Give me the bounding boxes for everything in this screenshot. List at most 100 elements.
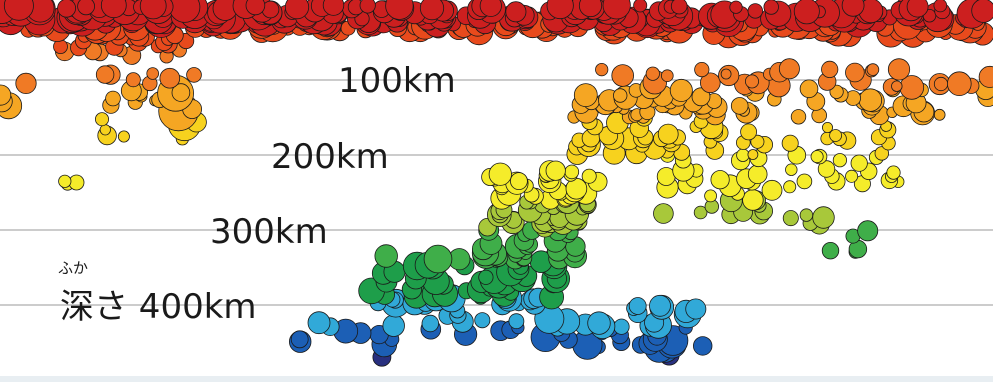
- hypocenter-point: [693, 336, 713, 356]
- hypocenter-point: [57, 0, 76, 18]
- hypocenter-point: [95, 65, 115, 84]
- hypocenter-point: [125, 72, 141, 88]
- depth-label-200km: 200km: [271, 137, 389, 177]
- hypocenter-point: [747, 164, 768, 185]
- hypocenter-point: [810, 150, 824, 164]
- hypocenter-point: [782, 210, 799, 227]
- depth-ruby-text: ふか: [58, 259, 88, 277]
- hypocenter-point: [710, 170, 730, 190]
- hypocenter-point: [186, 67, 202, 83]
- hypocenter-point: [564, 164, 580, 180]
- hypocenter-point: [290, 330, 309, 349]
- hypocenter-point: [77, 0, 95, 16]
- hypocenter-point: [117, 130, 130, 143]
- hypocenter-point: [933, 0, 948, 13]
- hypocenter-point: [978, 65, 993, 88]
- hypocenter-point: [691, 87, 711, 107]
- bottom-frame: [0, 376, 993, 382]
- hypocenter-point: [841, 0, 865, 17]
- hypocenter-point: [866, 63, 880, 76]
- hypocenter-point: [785, 163, 798, 176]
- hypocenter-point: [613, 318, 630, 335]
- depth-label-400km: 深さ 400km: [60, 287, 257, 327]
- hypocenter-point: [761, 179, 783, 201]
- hypocenter-point: [822, 122, 834, 134]
- hypocenter-point: [546, 0, 574, 20]
- hypocenter-point: [100, 0, 127, 19]
- hypocenter-point: [374, 244, 398, 268]
- hypocenter-point: [742, 189, 764, 211]
- hypocenter-point: [595, 62, 609, 77]
- hypocenter-point: [874, 146, 890, 161]
- hypocenter-point: [747, 3, 764, 19]
- hypocenter-point: [307, 311, 331, 335]
- hypocenter-point: [423, 244, 453, 274]
- hypocenter-point: [685, 298, 707, 320]
- hypocenter-point: [419, 0, 445, 21]
- hypocenter-point: [817, 160, 836, 178]
- hypocenter-point: [821, 241, 840, 260]
- hypocenter-point: [146, 67, 160, 80]
- hypocenter-point: [478, 269, 494, 285]
- hypocenter-point: [887, 58, 911, 81]
- hypocenter-point: [778, 58, 800, 80]
- hypocenter-point: [730, 97, 749, 115]
- hypocenter-point: [933, 108, 946, 121]
- hypocenter-point: [729, 0, 743, 14]
- hypocenter-point: [479, 0, 502, 17]
- hypocenter-point: [845, 62, 865, 83]
- hypocenter-point: [613, 88, 628, 103]
- hypocenter-point: [508, 313, 525, 330]
- hypocenter-point: [799, 79, 819, 99]
- hypocenter-point: [933, 76, 949, 92]
- hypocenter-point: [906, 0, 929, 18]
- hypocenter-point: [850, 154, 868, 172]
- hypocenter-point: [653, 203, 674, 224]
- hypocenter-point: [812, 206, 835, 229]
- hypocenter-point: [750, 134, 765, 149]
- hypocenter-point: [845, 169, 859, 183]
- hypocenter-point: [946, 71, 972, 96]
- hypocenter-point: [382, 314, 405, 337]
- hypocenter-point: [669, 78, 693, 102]
- hypocenter-point: [95, 112, 110, 127]
- hypocenter-point: [159, 67, 181, 89]
- hypocenter-point: [58, 174, 72, 188]
- hypocenter-point: [694, 61, 710, 78]
- hypocenter-point: [139, 0, 167, 20]
- hypocenter-point: [578, 0, 603, 18]
- depth-label-300km: 300km: [210, 212, 328, 252]
- hypocenter-point: [693, 205, 708, 220]
- hypocenter-point: [284, 0, 310, 20]
- hypocenter-point: [740, 123, 757, 141]
- hypocenter-point: [633, 0, 648, 13]
- hypocenter-point: [821, 60, 839, 79]
- hypocenter-point: [545, 160, 566, 181]
- hypocenter-point: [581, 168, 597, 184]
- hypocenter-point: [171, 83, 191, 102]
- hypocenter-point: [645, 66, 660, 81]
- hypocenter-point: [670, 0, 688, 15]
- hypocenter-point: [747, 149, 759, 160]
- hypocenter-point: [793, 0, 820, 25]
- hypocenter-point: [657, 123, 679, 145]
- hypocenter-point: [322, 0, 345, 16]
- hypocenter-point: [611, 64, 634, 87]
- hypocenter-point: [857, 220, 879, 242]
- hypocenter-point: [796, 173, 813, 190]
- hypocenter-point: [628, 297, 647, 315]
- hypocenter-point: [385, 0, 414, 20]
- hypocenter-point: [704, 189, 717, 203]
- hypocenter-point: [15, 72, 37, 95]
- hypocenter-point: [3, 0, 34, 21]
- hypocenter-point: [832, 153, 848, 168]
- hypocenter-point: [720, 68, 732, 80]
- hypocenter-point: [745, 74, 760, 89]
- hypocenter-point: [105, 90, 121, 107]
- hypocenter-point: [783, 180, 797, 194]
- earthquake-hypocenters: [0, 0, 993, 367]
- hypocenter-point: [649, 294, 671, 317]
- hypocenter-point: [829, 129, 842, 142]
- hypocenter-point: [971, 0, 993, 23]
